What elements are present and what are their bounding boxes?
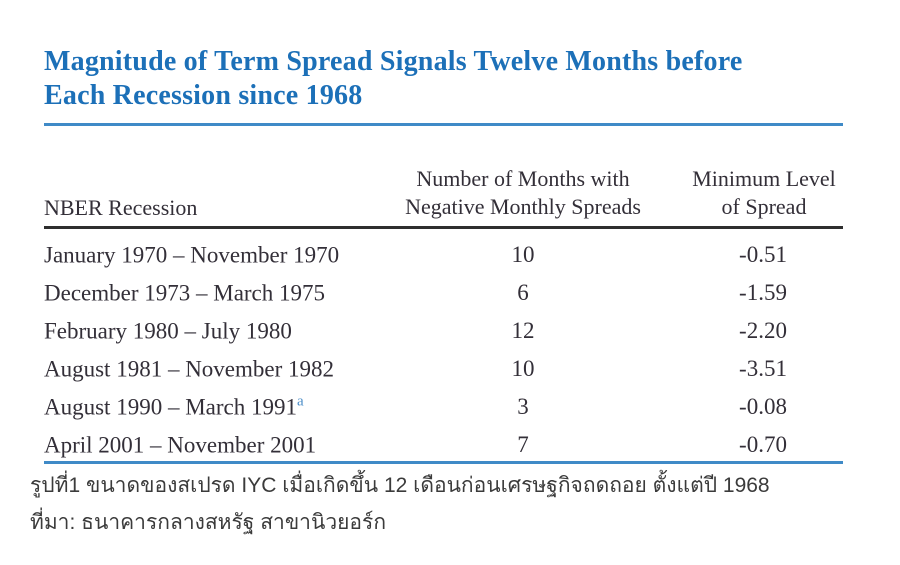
column-header-nber-recession: NBER Recession: [44, 195, 198, 220]
cell-months-count: 12: [511, 318, 535, 343]
period-text: April 2001 – November 2001: [44, 432, 317, 458]
figure-title-line2: Each Recession since 1968: [44, 80, 363, 111]
footnote-marker: a: [296, 393, 304, 410]
cell-min-spread: -0.51: [739, 242, 787, 267]
column-header-months-negative: Number of Months with Negative Monthly S…: [373, 165, 673, 221]
period-text: January 1970 – November 1970: [44, 242, 340, 268]
table-row: April 2001 – November 2001 7 -0.70: [0, 426, 900, 464]
cell-min-spread: -1.59: [739, 280, 787, 305]
table-row: August 1981 – November 1982 10 -3.51: [0, 350, 900, 388]
column-header-months-line1: Number of Months with: [416, 166, 630, 191]
cell-min-spread: -2.20: [739, 318, 787, 343]
cell-months-count: 6: [517, 280, 529, 305]
table-bottom-rule: [44, 461, 843, 464]
figure-title: Magnitude of Term Spread Signals Twelve …: [44, 45, 854, 113]
source-note: ที่มา: ธนาคารกลางสหรัฐ สาขานิวยอร์ก: [30, 511, 387, 534]
header-divider-rule: [44, 226, 843, 229]
title-underline-rule: [44, 123, 843, 126]
table-body: January 1970 – November 1970 10 -0.51 De…: [0, 236, 900, 464]
period-text: February 1980 – July 1980: [44, 318, 292, 344]
column-header-months-line2: Negative Monthly Spreads: [405, 194, 641, 219]
figure-caption: รูปที่1 ขนาดของสเปรด IYC เมื่อเกิดขึ้น 1…: [30, 474, 770, 497]
cell-months-count: 3: [517, 394, 529, 419]
cell-recession-period: August 1981 – November 1982: [44, 356, 334, 383]
period-text: August 1981 – November 1982: [44, 356, 335, 382]
table-row: December 1973 – March 1975 6 -1.59: [0, 274, 900, 312]
column-header-minimum-line1: Minimum Level: [692, 166, 836, 191]
column-header-minimum-level: Minimum Level of Spread: [664, 165, 864, 221]
cell-min-spread: -3.51: [739, 356, 787, 381]
period-text: December 1973 – March 1975: [44, 280, 326, 306]
table-row: February 1980 – July 1980 12 -2.20: [0, 312, 900, 350]
cell-recession-period: December 1973 – March 1975: [44, 280, 325, 307]
cell-months-count: 10: [511, 356, 535, 381]
cell-min-spread: -0.08: [739, 394, 787, 419]
period-text: August 1990 – March 1991: [44, 394, 297, 420]
cell-recession-period: April 2001 – November 2001: [44, 432, 316, 459]
cell-recession-period: January 1970 – November 1970: [44, 242, 339, 269]
table-row: January 1970 – November 1970 10 -0.51: [0, 236, 900, 274]
cell-min-spread: -0.70: [739, 432, 787, 457]
cell-recession-period: February 1980 – July 1980: [44, 318, 292, 345]
cell-recession-period: August 1990 – March 1991a: [44, 394, 304, 421]
figure-title-line1: Magnitude of Term Spread Signals Twelve …: [44, 46, 743, 77]
cell-months-count: 7: [517, 432, 529, 457]
cell-months-count: 10: [511, 242, 535, 267]
column-header-minimum-line2: of Spread: [721, 194, 807, 219]
table-row: August 1990 – March 1991a 3 -0.08: [0, 388, 900, 426]
